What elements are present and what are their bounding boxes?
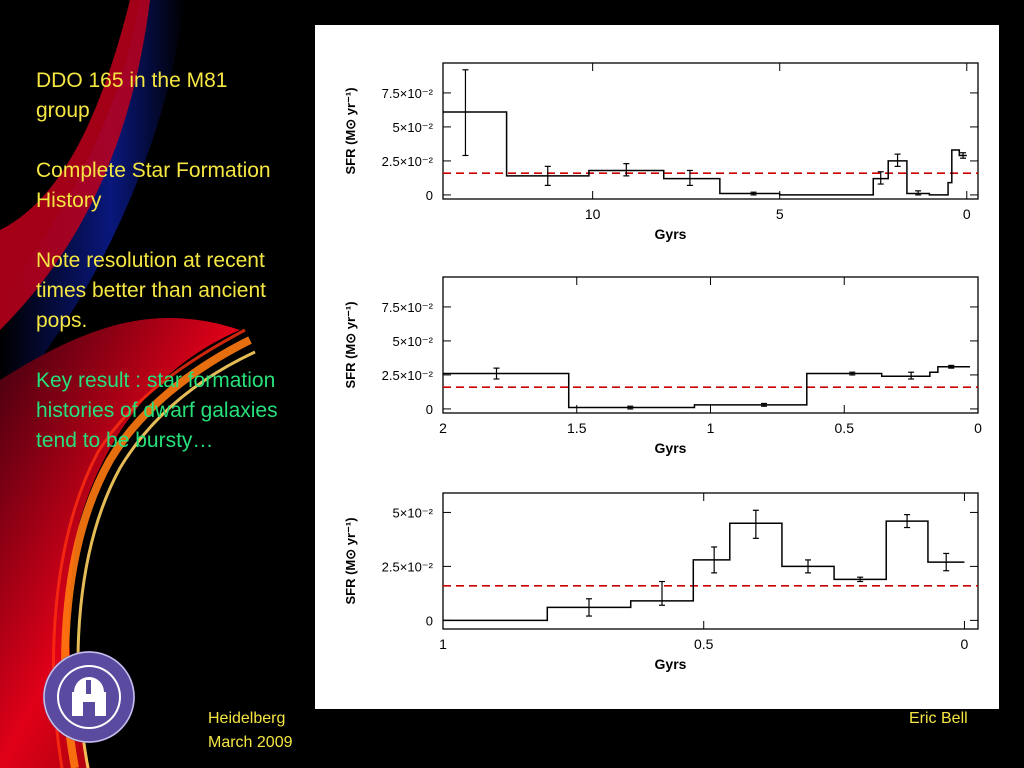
y-tick-label: 5×10⁻² (393, 334, 434, 349)
footer-author: Eric Bell (909, 710, 968, 727)
y-tick-label: 5×10⁻² (393, 505, 434, 520)
y-tick-label: 5×10⁻² (393, 120, 434, 135)
x-tick-label: 10 (585, 206, 601, 222)
footer-place: Heidelberg (208, 710, 286, 727)
y-tick-label: 0 (426, 188, 433, 203)
plot-frame (442, 276, 979, 414)
x-tick-label: 0 (963, 206, 971, 222)
x-tick-label: 0 (974, 420, 982, 436)
footer-date: March 2009 (208, 734, 293, 751)
sfr-step-line (443, 520, 965, 622)
sfr-step-line (443, 366, 970, 409)
y-tick-label: 0 (426, 613, 433, 628)
x-tick-label: 1 (439, 636, 447, 652)
sidebar-note: Note resolution at recent times better t… (36, 249, 266, 332)
x-axis-label: Gyrs (655, 440, 687, 456)
y-axis-label: SFR (M⊙ yr⁻¹) (343, 87, 358, 174)
y-tick-label: 0 (426, 402, 433, 417)
y-tick-label: 2.5×10⁻² (382, 559, 434, 574)
sidebar-subtitle: Complete Star Formation History (36, 159, 271, 212)
chart-1: 10 5 0 0 2.5×10⁻² 5×10⁻² 7.5×10⁻² Gyrs SFR (M⊙ y… (343, 62, 979, 242)
sidebar-title: DDO 165 in the M81 group (36, 69, 228, 122)
sidebar-text: DDO 165 in the M81 group Complete Star F… (36, 66, 286, 486)
x-axis-label: Gyrs (655, 656, 687, 672)
sidebar-key-result: Key result : star formation histories of… (36, 369, 278, 452)
y-axis-label: SFR (M⊙ yr⁻¹) (343, 301, 358, 388)
y-tick-label: 7.5×10⁻² (382, 86, 434, 101)
background-swoosh (0, 0, 315, 768)
plot-frame (442, 492, 979, 630)
chart-panel: 10 5 0 0 2.5×10⁻² 5×10⁻² 7.5×10⁻² Gyrs SFR (M⊙ y… (315, 25, 999, 709)
chart-3: 1 0.5 0 0 2.5×10⁻² 5×10⁻² Gyrs SFR (M⊙ yr⁻¹) (343, 492, 979, 672)
y-tick-label: 2.5×10⁻² (382, 154, 434, 169)
x-tick-label: 1.5 (567, 420, 587, 436)
x-tick-label: 0 (961, 636, 969, 652)
y-tick-label: 7.5×10⁻² (382, 300, 434, 315)
x-tick-label: 0.5 (835, 420, 855, 436)
sfr-step-line (443, 111, 967, 196)
x-tick-label: 2 (439, 420, 447, 436)
x-tick-label: 5 (776, 206, 784, 222)
plot-frame (442, 62, 979, 200)
x-tick-label: 0.5 (694, 636, 714, 652)
institute-logo (43, 651, 135, 743)
y-tick-label: 2.5×10⁻² (382, 368, 434, 383)
y-axis-label: SFR (M⊙ yr⁻¹) (343, 517, 358, 604)
x-tick-label: 1 (707, 420, 715, 436)
chart-2: 2 1.5 1 0.5 0 0 2.5×10⁻² 5×10⁻² 7.5×10⁻² Gyrs SFR … (343, 276, 982, 456)
footer-left: Heidelberg March 2009 (208, 707, 293, 755)
x-axis-label: Gyrs (655, 226, 687, 242)
